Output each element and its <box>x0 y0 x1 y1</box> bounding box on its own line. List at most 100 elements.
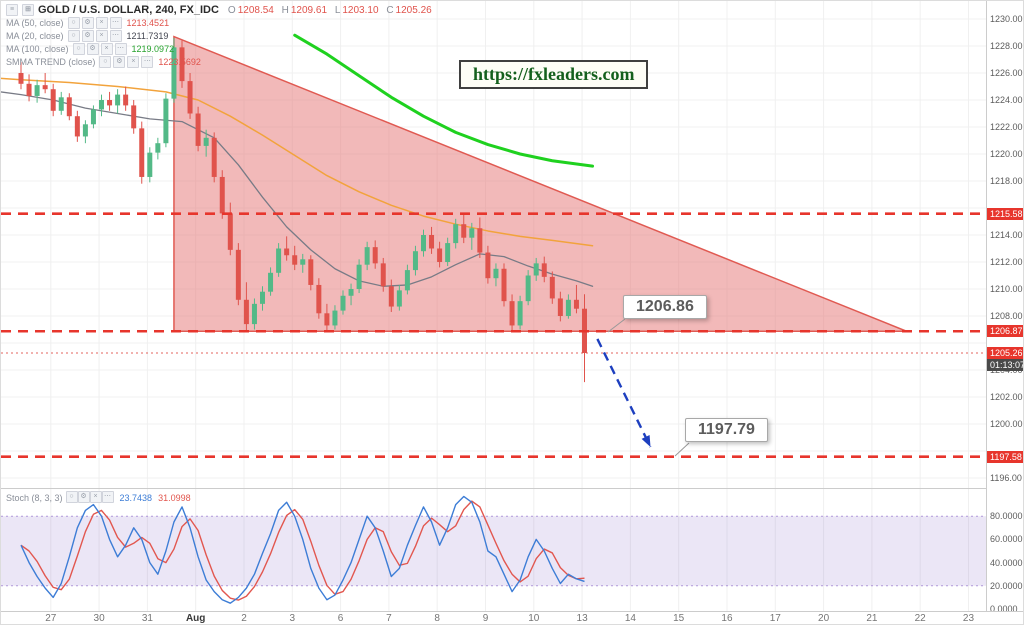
high-label: H <box>281 4 289 16</box>
stoch-d-value: 31.0998 <box>158 493 191 503</box>
indicator-legend-row: MA (20, close) ○ ⚙ × ⋯ 1211.7319 <box>6 30 432 42</box>
arrow-head-icon <box>641 434 651 447</box>
price-axis-label: 1222.00 <box>990 122 1023 132</box>
watermark-link[interactable]: https://fxleaders.com <box>459 60 649 89</box>
open-label: O <box>227 4 236 16</box>
ohlc-values: O 1208.54 H 1209.61 L 1203.10 C 1205.26 <box>223 5 432 16</box>
time-axis-label: 27 <box>45 613 57 624</box>
chart-legend: ≡ ⊞ GOLD / U.S. DOLLAR, 240, FX_IDC O 120… <box>6 4 432 68</box>
settings-icon[interactable]: ⚙ <box>77 491 90 503</box>
time-axis-label: 9 <box>482 613 489 624</box>
more-icon[interactable]: ⋯ <box>109 17 122 29</box>
price-callout-1197[interactable]: 1197.79 <box>685 418 768 442</box>
projection-arrow[interactable] <box>596 338 652 448</box>
indicator-value: 1211.7319 <box>126 31 169 41</box>
price-axis-label: 1212.00 <box>990 257 1023 267</box>
level-price-badge: 1215.58 <box>987 207 1023 220</box>
time-axis[interactable]: 27 30 31 Aug 2 3 6 7 8 9 10 13 14 15 16 17 20 21 22 23 <box>1 611 1023 624</box>
stoch-label[interactable]: Stoch (8, 3, 3) <box>6 493 63 503</box>
price-axis-label: 1208.00 <box>990 311 1023 321</box>
candlestick-series[interactable] <box>18 37 588 383</box>
stoch-axis-label: 40.0000 <box>990 557 1023 568</box>
open-value: 1208.54 <box>237 4 274 16</box>
price-callout-1206[interactable]: 1206.86 <box>623 295 707 319</box>
more-icon[interactable]: ⋯ <box>101 491 114 503</box>
price-axis-label: 1224.00 <box>990 95 1023 105</box>
time-axis-label: 10 <box>528 613 540 624</box>
time-axis-label: 22 <box>914 613 926 624</box>
symbol-title[interactable]: GOLD / U.S. DOLLAR, 240, FX_IDC <box>38 4 219 16</box>
time-axis-label: 23 <box>962 613 975 624</box>
stoch-band <box>1 516 986 586</box>
time-axis-label: 6 <box>337 613 344 624</box>
low-value: 1203.10 <box>342 4 379 16</box>
bar-countdown-badge: 01:13:07 <box>987 358 1023 371</box>
delete-icon[interactable]: × <box>89 491 102 503</box>
indicator-legend-row: SMMA TREND (close) ○ ⚙ × ⋯ 1223.5692 <box>6 56 432 68</box>
time-axis-label: 30 <box>93 613 105 624</box>
indicator-value: 1223.5692 <box>158 57 201 67</box>
stoch-axis-label: 0.0000 <box>990 604 1018 614</box>
stoch-k-line[interactable] <box>20 495 585 604</box>
time-axis-label: 20 <box>818 613 830 624</box>
visibility-icon[interactable]: ○ <box>67 30 80 42</box>
time-axis-label: 8 <box>434 613 440 624</box>
menu-icon[interactable]: ≡ <box>6 4 18 16</box>
price-axis[interactable]: 1230.00 1228.00 1226.00 1224.00 1222.00 1220.… <box>986 1 1023 614</box>
delete-icon[interactable]: × <box>95 17 108 29</box>
time-axis-label: 21 <box>866 613 878 624</box>
delete-icon[interactable]: × <box>100 43 113 55</box>
more-icon[interactable]: ⋯ <box>114 43 127 55</box>
more-icon[interactable]: ⋯ <box>141 56 154 68</box>
descending-triangle-pattern[interactable] <box>173 35 907 333</box>
price-chart-canvas[interactable] <box>1 1 986 488</box>
visibility-icon[interactable]: ○ <box>72 43 85 55</box>
callout-pointer <box>607 318 626 333</box>
delete-icon[interactable]: × <box>127 56 140 68</box>
close-label: C <box>386 4 394 16</box>
time-axis-label: 17 <box>769 613 781 624</box>
time-axis-label: 16 <box>721 613 733 624</box>
time-axis-label: 2 <box>241 613 247 624</box>
pane-divider[interactable] <box>1 488 1023 489</box>
price-axis-label: 1200.00 <box>990 419 1023 429</box>
indicator-label[interactable]: MA (100, close) <box>6 44 69 54</box>
visibility-icon[interactable]: ○ <box>67 17 80 29</box>
indicator-value: 1213.4521 <box>126 18 170 28</box>
green-smma-line[interactable] <box>293 33 595 168</box>
orange-ma-line[interactable] <box>1 77 594 247</box>
level-price-badge: 1197.58 <box>987 450 1023 463</box>
time-axis-label: 14 <box>624 613 636 624</box>
time-axis-label: 13 <box>576 613 588 624</box>
more-icon[interactable]: ⋯ <box>109 30 122 42</box>
time-axis-label: 7 <box>386 613 392 624</box>
settings-icon[interactable]: ⚙ <box>86 43 99 55</box>
chart-type-icon[interactable]: ⊞ <box>22 4 34 16</box>
level-price-badge: 1206.87 <box>987 325 1023 338</box>
time-axis-label: 3 <box>289 613 296 624</box>
stoch-buttons: ○ ⚙ × ⋯ <box>65 491 114 505</box>
indicator-label[interactable]: MA (50, close) <box>6 18 64 28</box>
indicator-label[interactable]: SMMA TREND (close) <box>6 57 96 67</box>
level-lines[interactable] <box>1 212 986 458</box>
stoch-axis-label: 60.0000 <box>990 534 1023 545</box>
stochastic-canvas[interactable] <box>1 489 986 611</box>
visibility-icon[interactable]: ○ <box>65 491 78 503</box>
price-axis-label: 1220.00 <box>990 149 1023 159</box>
current-price-badge: 1205.26 <box>987 346 1023 359</box>
visibility-icon[interactable]: ○ <box>99 56 112 68</box>
stoch-k-value: 23.7438 <box>119 493 153 503</box>
settings-icon[interactable]: ⚙ <box>81 30 94 42</box>
gray-ma-line[interactable] <box>1 91 594 287</box>
indicator-legend-row: MA (50, close) ○ ⚙ × ⋯ 1213.4521 <box>6 17 432 29</box>
indicator-label[interactable]: MA (20, close) <box>6 31 64 41</box>
delete-icon[interactable]: × <box>95 30 108 42</box>
stoch-axis-label: 20.0000 <box>990 580 1023 591</box>
settings-icon[interactable]: ⚙ <box>81 17 94 29</box>
stoch-d-line[interactable] <box>20 500 585 601</box>
time-axis-label: 15 <box>673 613 685 624</box>
price-axis-label: 1214.00 <box>990 230 1023 240</box>
price-axis-label: 1202.00 <box>990 392 1023 402</box>
settings-icon[interactable]: ⚙ <box>113 56 126 68</box>
